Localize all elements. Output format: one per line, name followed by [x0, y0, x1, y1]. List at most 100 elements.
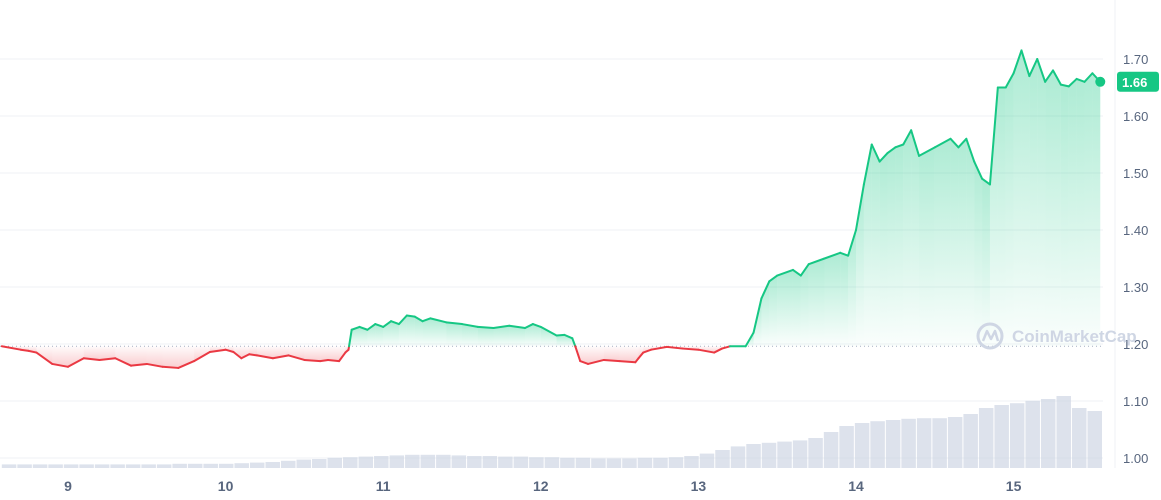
- volume-bar: [32, 464, 48, 468]
- volume-bar: [963, 414, 978, 468]
- current-price-label: 1.66: [1122, 75, 1147, 90]
- volume-bar: [79, 464, 94, 468]
- price-segment: [713, 347, 724, 354]
- area-down: [233, 346, 242, 359]
- price-segment: [665, 345, 684, 350]
- volume-bar: [1025, 400, 1040, 468]
- area-up: [391, 321, 399, 347]
- area-down: [638, 346, 644, 359]
- area-up: [903, 130, 912, 347]
- area-up: [879, 153, 888, 347]
- y-tick-label: 1.50: [1123, 166, 1148, 181]
- price-segment: [208, 348, 227, 353]
- price-segment: [839, 251, 850, 257]
- area-up: [958, 138, 967, 347]
- volume-bar: [17, 464, 32, 468]
- price-segment: [981, 177, 991, 186]
- y-tick-label: 1.20: [1123, 337, 1148, 352]
- price-segment: [319, 358, 330, 363]
- price-segment: [539, 325, 558, 337]
- price-segment: [145, 362, 164, 368]
- coinmarketcap-logo-icon: [976, 322, 1004, 350]
- area-down: [146, 346, 163, 367]
- price-segment: [476, 325, 495, 330]
- price-segment: [531, 323, 542, 328]
- price-segment: [855, 183, 865, 231]
- area-up: [856, 184, 864, 347]
- price-segment: [240, 353, 251, 360]
- volume-bar: [622, 458, 637, 468]
- volume-bar: [684, 456, 699, 468]
- x-tick-label: 11: [376, 478, 391, 494]
- volume-bar: [451, 455, 467, 468]
- price-segment: [1067, 77, 1078, 88]
- area-up: [761, 281, 770, 347]
- y-tick-label: 1.00: [1123, 451, 1148, 466]
- y-tick-label: 1.10: [1123, 394, 1148, 409]
- volume-bar: [746, 444, 761, 468]
- volume-bar: [699, 453, 715, 468]
- price-segment: [524, 323, 534, 330]
- price-segment: [232, 350, 243, 360]
- price-segment: [350, 325, 361, 331]
- price-segment: [571, 337, 577, 348]
- area-up: [863, 144, 872, 347]
- price-segment: [1028, 58, 1039, 78]
- y-tick-label: 1.30: [1123, 280, 1148, 295]
- volume-bar: [48, 464, 63, 468]
- price-segment: [1044, 69, 1054, 83]
- volume-bar: [839, 426, 854, 468]
- volume-bar: [374, 456, 389, 468]
- price-segment: [461, 323, 479, 328]
- price-segment: [579, 360, 590, 365]
- price-segment: [35, 351, 54, 365]
- volume-bar: [1087, 411, 1102, 468]
- volume-bar: [249, 462, 265, 468]
- volume-bar: [343, 457, 358, 468]
- area-up: [1092, 73, 1101, 347]
- area-down: [83, 346, 100, 360]
- price-segment: [51, 362, 69, 368]
- price-segment: [965, 137, 976, 163]
- price-segment: [374, 323, 385, 328]
- area-up: [430, 318, 447, 347]
- price-segment: [988, 86, 999, 186]
- y-tick-label: 1.60: [1123, 109, 1148, 124]
- area-up: [989, 87, 998, 347]
- price-segment: [27, 349, 38, 354]
- price-segment: [1059, 83, 1070, 88]
- price-line: [0, 49, 1102, 369]
- price-segment: [413, 315, 424, 323]
- price-segment: [847, 229, 857, 257]
- price-segment: [0, 345, 22, 351]
- area-down: [249, 346, 258, 356]
- area-up: [414, 316, 423, 347]
- price-segment: [862, 143, 873, 186]
- area-up: [792, 269, 801, 347]
- volume-bar: [125, 464, 141, 468]
- price-segment: [358, 325, 369, 331]
- area-up: [367, 324, 376, 347]
- area-up: [1021, 50, 1030, 347]
- area-up: [1029, 59, 1038, 347]
- price-segment: [681, 347, 700, 351]
- area-up: [477, 326, 494, 347]
- x-tick-label: 14: [848, 478, 864, 494]
- price-segment: [799, 263, 810, 277]
- area-up: [1053, 70, 1061, 347]
- price-segment: [957, 137, 968, 149]
- price-segment: [287, 354, 306, 361]
- area-up: [509, 325, 526, 347]
- volume-bar: [405, 454, 420, 468]
- area-up: [974, 161, 983, 347]
- volume-bar: [823, 432, 839, 468]
- area-up: [919, 147, 935, 347]
- area-up: [887, 147, 896, 347]
- area-up: [800, 264, 809, 347]
- price-segment: [823, 251, 842, 260]
- current-price-badge: 1.66: [1117, 71, 1159, 92]
- price-segment: [161, 365, 180, 369]
- volume-bar: [280, 460, 296, 468]
- area-down: [320, 346, 329, 362]
